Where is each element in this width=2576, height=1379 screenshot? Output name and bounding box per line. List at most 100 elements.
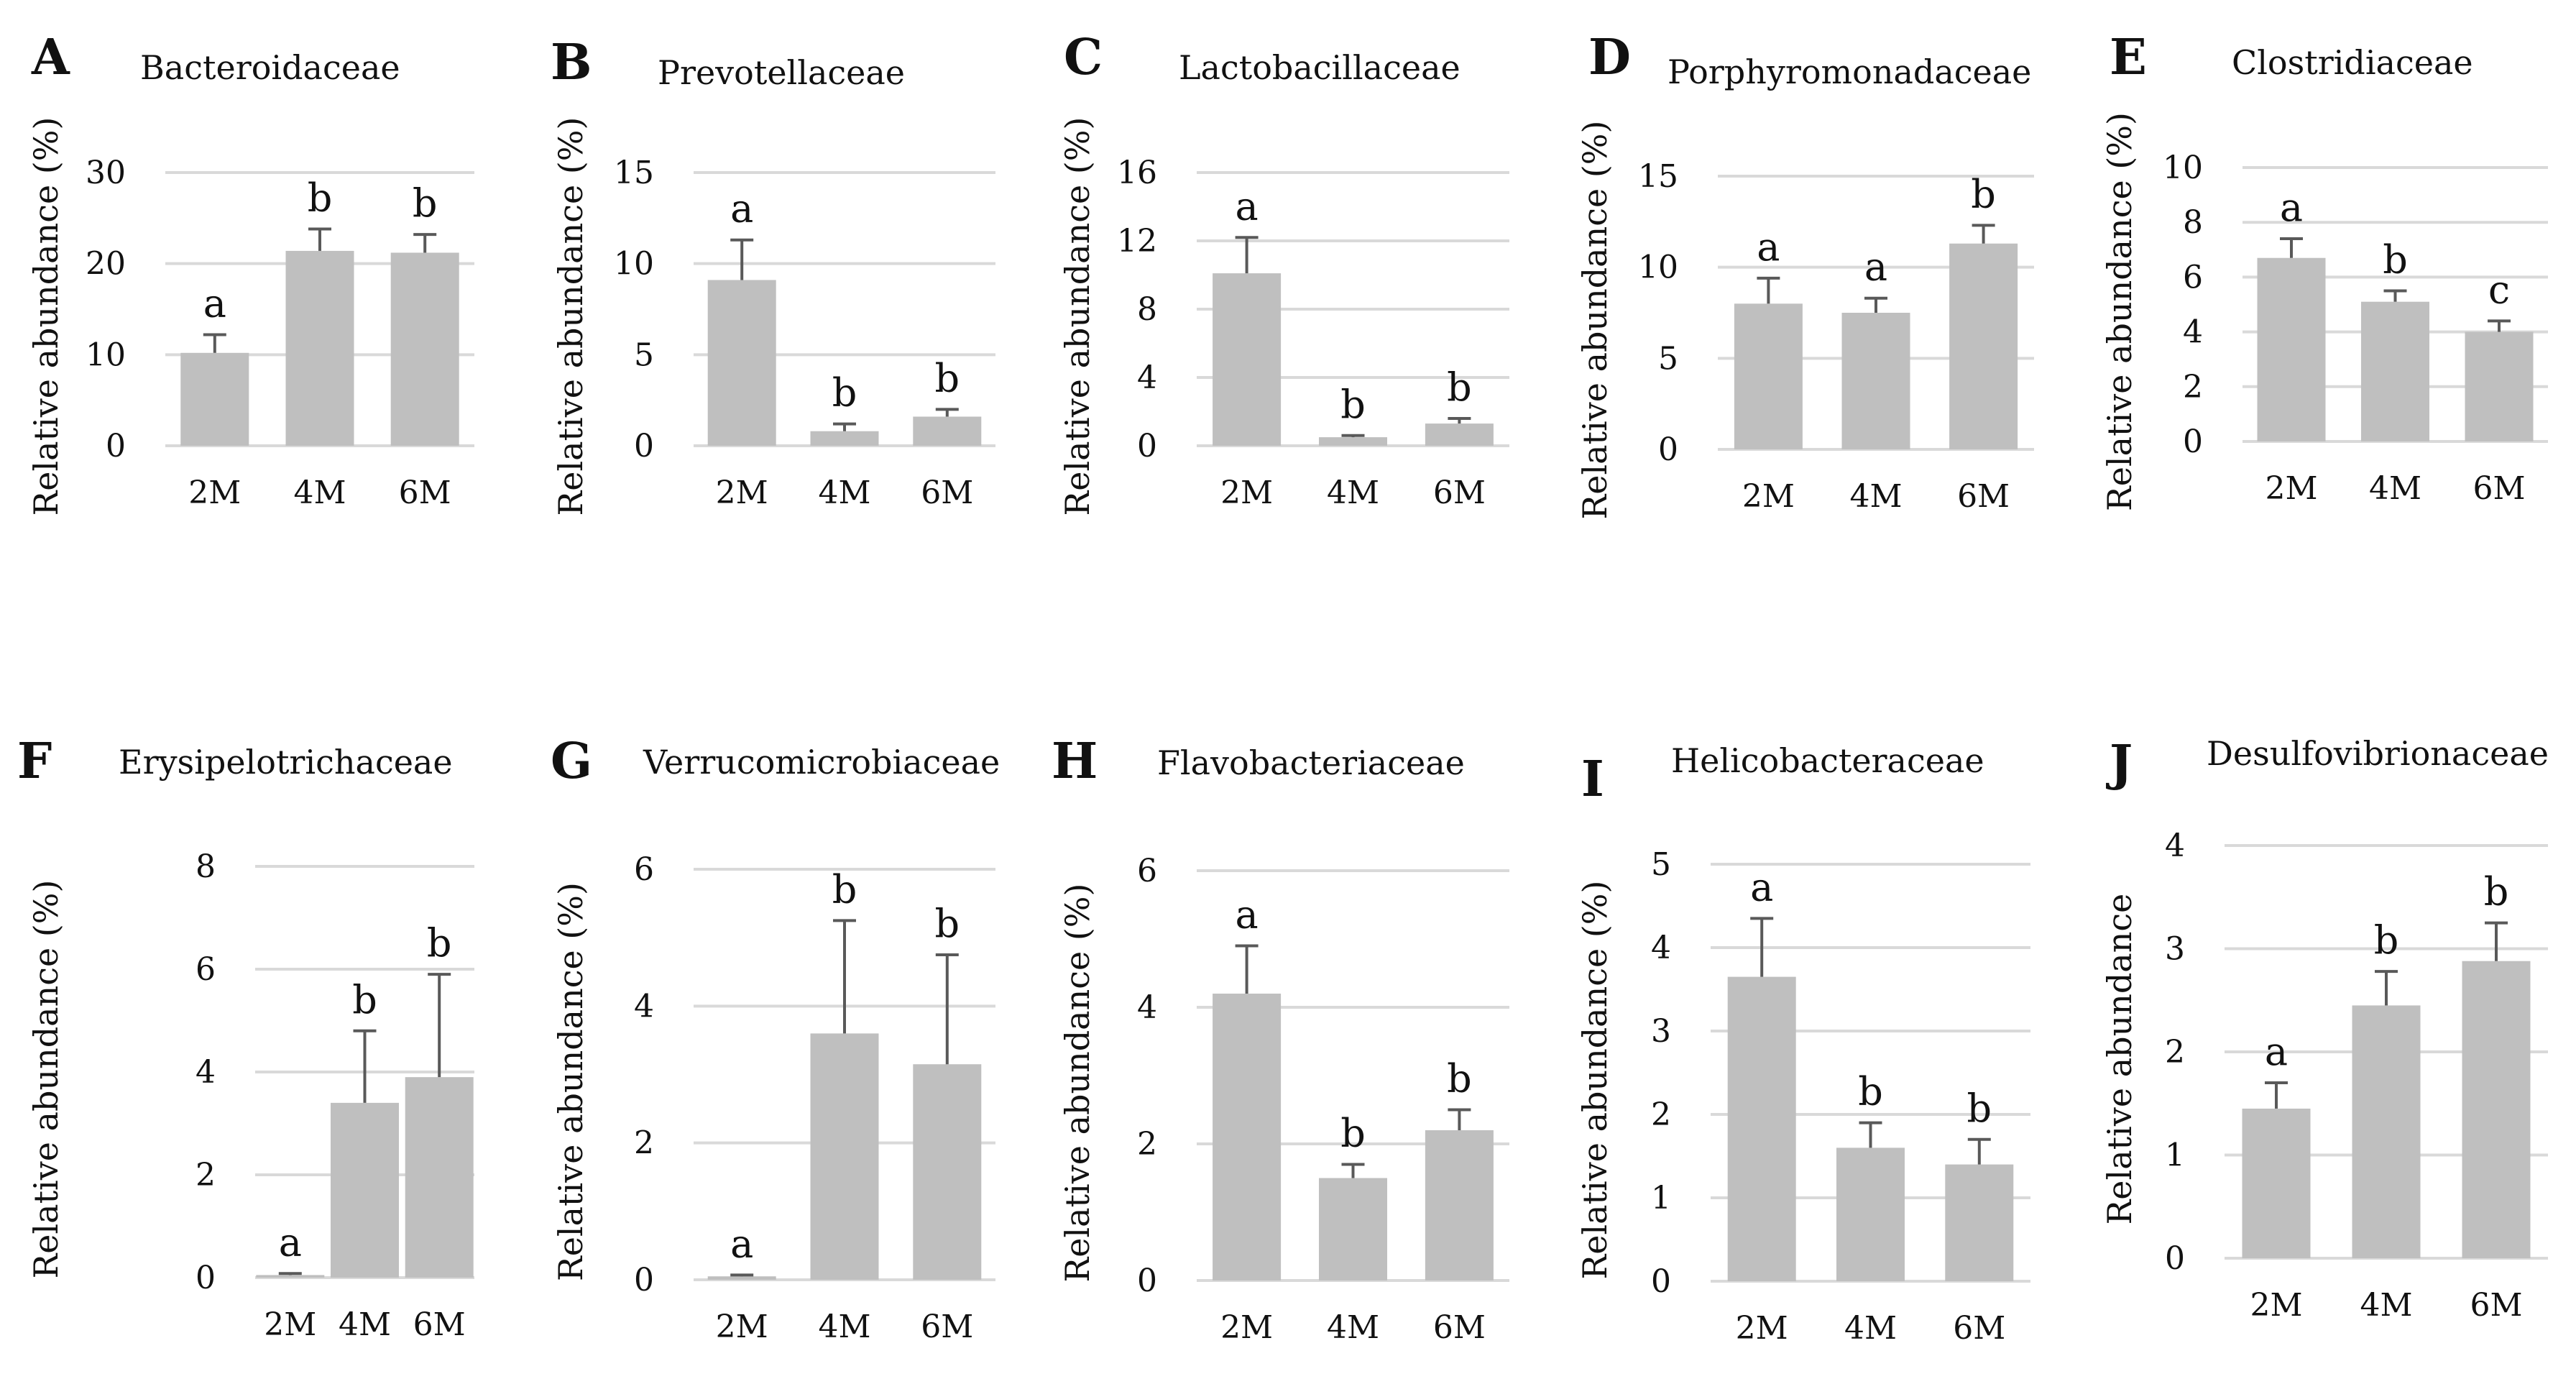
significance-label: b xyxy=(2374,917,2399,963)
x-tick-label: 2M xyxy=(1742,478,1795,515)
y-tick-label: 2 xyxy=(2165,1034,2185,1071)
bar-6m xyxy=(1949,243,2018,449)
panel-title: Lactobacillaceae xyxy=(1179,48,1460,87)
panel-letter: A xyxy=(31,29,70,86)
chart-panel-i: I Helicobacteraceae 0 1 2 3 4 5 Relative abundan… xyxy=(1576,741,2030,1347)
panel-letter: J xyxy=(2106,735,2133,792)
bar-6m xyxy=(1945,1164,2014,1281)
y-tick-label: 4 xyxy=(2165,828,2185,864)
y-tick-label: 3 xyxy=(2165,931,2185,968)
x-tick-label: 6M xyxy=(413,1306,466,1343)
significance-label: a xyxy=(1757,224,1780,270)
x-tick-label: 4M xyxy=(818,475,870,511)
chart-panel-h: H Flavobacteriaceae 0 2 4 6 Relative abundance… xyxy=(1052,733,1509,1346)
y-tick-label: 4 xyxy=(634,988,654,1025)
y-axis-label: Relative abundance (%) xyxy=(27,117,65,516)
x-tick-label: 6M xyxy=(1953,1310,2005,1347)
y-axis-label: Relative abundance xyxy=(2100,894,2139,1225)
significance-label: a xyxy=(1864,244,1887,290)
x-tick-label: 4M xyxy=(1849,478,1902,515)
x-tick-label: 6M xyxy=(921,475,973,511)
y-tick-label: 2 xyxy=(634,1125,654,1162)
chart-panel-a: A Bacteroidaceae 0 10 20 30 Relative abundance… xyxy=(27,29,474,516)
y-axis-label: Relative abundance (%) xyxy=(27,880,65,1279)
y-tick-label: 0 xyxy=(196,1260,216,1296)
x-tick-label: 4M xyxy=(1844,1310,1897,1347)
bar-4m xyxy=(810,1033,879,1280)
bar-2m xyxy=(2242,1108,2311,1258)
panel-letter: E xyxy=(2110,29,2147,86)
x-tick-label: 2M xyxy=(188,475,241,511)
bar-6m xyxy=(405,1077,474,1278)
panel-title: Helicobacteraceae xyxy=(1671,741,1984,780)
y-tick-label: 4 xyxy=(1137,989,1157,1026)
y-axis-label: Relative abundance (%) xyxy=(1576,121,1614,520)
panel-letter: D xyxy=(1588,29,1631,86)
panel-title: Bacteroidaceae xyxy=(140,48,400,87)
y-tick-label: 0 xyxy=(1137,428,1157,464)
panel-letter: I xyxy=(1581,751,1604,808)
x-tick-label: 4M xyxy=(818,1309,870,1345)
y-axis-label: Relative abundance (%) xyxy=(2100,112,2139,511)
significance-label: b xyxy=(2484,869,2509,915)
y-tick-label: 6 xyxy=(2183,259,2203,296)
x-tick-label: 6M xyxy=(1433,475,1486,511)
y-tick-label: 2 xyxy=(1651,1096,1671,1133)
bar-4m xyxy=(1319,437,1387,446)
significance-label: b xyxy=(1447,1056,1472,1101)
panel-title: Verrucomicrobiaceae xyxy=(643,743,1000,782)
x-tick-label: 2M xyxy=(2250,1287,2302,1324)
x-tick-label: 4M xyxy=(1327,475,1379,511)
bar-2m xyxy=(707,280,776,446)
chart-panel-j: J Desulfovibrionaceae 0 1 2 3 4 Relative abunda… xyxy=(2100,734,2549,1324)
chart-panel-e: E Clostridiaceae 0 2 4 6 8 10 Relative abundance… xyxy=(2100,29,2548,511)
y-tick-label: 2 xyxy=(2183,369,2203,406)
x-tick-label: 6M xyxy=(921,1309,973,1345)
x-tick-label: 2M xyxy=(1220,475,1273,511)
panel-title: Desulfovibrionaceae xyxy=(2207,734,2549,773)
bar-2m xyxy=(256,1275,325,1278)
y-tick-label: 16 xyxy=(1117,155,1157,191)
y-tick-label: 8 xyxy=(196,848,216,885)
panel-title: Clostridiaceae xyxy=(2232,43,2473,82)
bar-4m xyxy=(810,431,879,446)
x-tick-label: 2M xyxy=(716,1309,768,1345)
panel-letter: B xyxy=(551,34,592,91)
y-tick-label: 0 xyxy=(106,428,126,464)
y-tick-label: 10 xyxy=(2163,150,2203,186)
significance-label: a xyxy=(2265,1029,2288,1074)
y-tick-label: 3 xyxy=(1651,1013,1671,1050)
bar-6m xyxy=(2465,331,2534,441)
significance-label: b xyxy=(352,977,377,1022)
x-tick-label: 2M xyxy=(1736,1310,1788,1347)
significance-label: a xyxy=(730,186,753,232)
x-tick-label: 6M xyxy=(1957,478,2010,515)
chart-panel-c: C Lactobacillaceae 0 4 8 12 16 Relative abundan… xyxy=(1058,29,1509,516)
significance-label: b xyxy=(427,920,452,966)
bar-6m xyxy=(2462,961,2531,1258)
bar-4m xyxy=(2361,301,2429,441)
x-tick-label: 4M xyxy=(293,475,346,511)
bar-4m xyxy=(1319,1178,1387,1280)
significance-label: b xyxy=(308,175,333,221)
y-tick-label: 0 xyxy=(1658,431,1678,468)
y-axis-label: Relative abundance (%) xyxy=(1576,881,1614,1280)
panel-letter: F xyxy=(17,733,52,790)
bar-2m xyxy=(1734,303,1803,449)
x-tick-label: 4M xyxy=(2360,1287,2412,1324)
bar-4m xyxy=(331,1102,399,1278)
x-tick-label: 2M xyxy=(2265,470,2317,507)
y-tick-label: 0 xyxy=(1651,1263,1671,1300)
panel-title: Erysipelotrichaceae xyxy=(119,743,453,782)
y-tick-label: 4 xyxy=(1137,359,1157,396)
bar-2m xyxy=(180,352,249,446)
panel-title: Flavobacteriaceae xyxy=(1157,743,1465,782)
x-tick-label: 4M xyxy=(1327,1309,1379,1346)
significance-label: a xyxy=(203,280,226,326)
bar-2m xyxy=(707,1276,776,1280)
significance-label: b xyxy=(935,901,960,946)
bar-6m xyxy=(390,252,459,446)
y-tick-label: 0 xyxy=(634,1262,654,1298)
panel-letter: C xyxy=(1064,29,1103,86)
